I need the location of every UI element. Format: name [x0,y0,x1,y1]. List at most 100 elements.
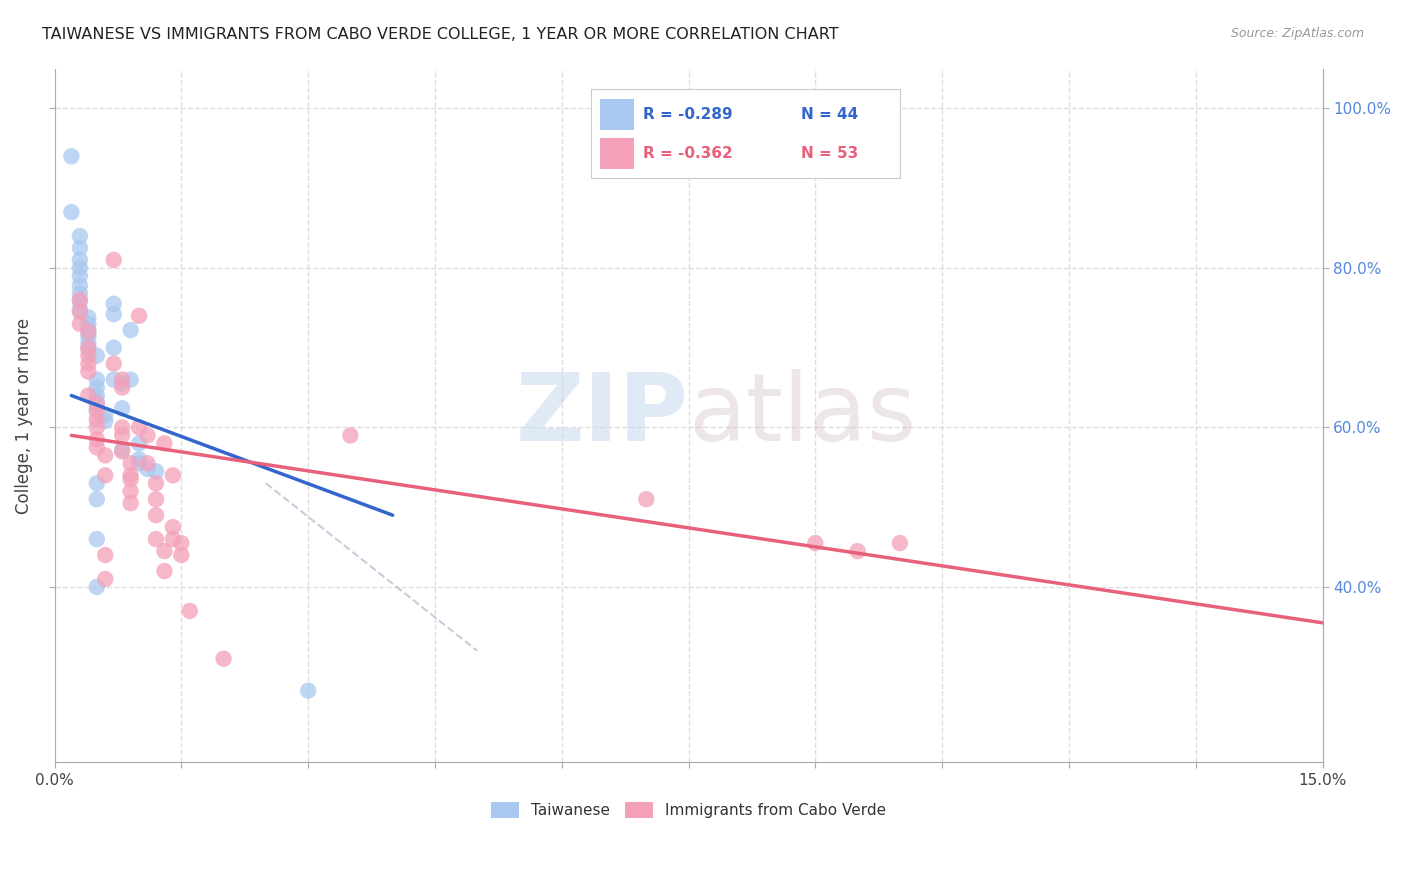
Point [86,412,108,426]
Point [86,388,108,402]
Point [153,564,176,578]
Point [120,496,142,510]
Point [153,436,176,450]
Point [69,294,91,309]
Point [128,436,150,450]
Point [120,456,142,470]
Point [86,395,108,409]
Point [297,683,319,698]
Point [103,357,125,371]
Point [111,373,134,387]
Point [86,433,108,447]
Point [86,492,108,507]
Point [846,544,869,558]
Point [86,532,108,546]
Point [69,241,91,255]
Point [128,309,150,323]
Point [103,341,125,355]
Point [120,468,142,483]
Text: N = 44: N = 44 [801,107,858,121]
Point [212,652,235,666]
Point [162,532,184,546]
Point [94,414,117,428]
Text: N = 53: N = 53 [801,146,858,161]
Point [153,544,176,558]
Point [111,376,134,391]
Point [111,442,134,457]
Text: R = -0.289: R = -0.289 [643,107,733,121]
Point [60,149,83,163]
Point [86,396,108,410]
Point [69,260,91,275]
Point [86,441,108,455]
Point [111,428,134,442]
Point [136,428,159,442]
Point [145,464,167,478]
Point [145,508,167,523]
Text: R = -0.362: R = -0.362 [643,146,733,161]
Point [69,252,91,267]
Point [69,302,91,317]
Point [86,476,108,491]
Point [170,548,193,562]
Point [77,323,100,337]
Point [69,278,91,293]
FancyBboxPatch shape [600,99,634,130]
Point [94,408,117,422]
Point [136,456,159,470]
Point [179,604,201,618]
Point [77,343,100,357]
Point [128,420,150,434]
Point [77,341,100,355]
Point [120,323,142,337]
Point [103,252,125,267]
Point [86,420,108,434]
Point [69,286,91,301]
Point [889,536,911,550]
Point [86,580,108,594]
Point [94,448,117,462]
Point [636,492,658,507]
Point [60,205,83,219]
Text: atlas: atlas [689,369,917,461]
Point [170,536,193,550]
Point [86,380,108,394]
Point [77,357,100,371]
Point [77,335,100,350]
Point [162,520,184,534]
Point [77,317,100,331]
Point [69,317,91,331]
Point [162,468,184,483]
Point [69,305,91,319]
Point [77,328,100,343]
Point [111,420,134,434]
Point [111,401,134,416]
Point [111,444,134,458]
Point [86,349,108,363]
Point [128,452,150,467]
Point [86,404,108,418]
Point [136,462,159,476]
Point [77,365,100,379]
Point [103,307,125,321]
Point [128,456,150,470]
Point [94,572,117,586]
Point [103,297,125,311]
Point [103,373,125,387]
Point [77,310,100,325]
Point [145,492,167,507]
Text: TAIWANESE VS IMMIGRANTS FROM CABO VERDE COLLEGE, 1 YEAR OR MORE CORRELATION CHAR: TAIWANESE VS IMMIGRANTS FROM CABO VERDE … [42,27,839,42]
Point [69,268,91,283]
Point [77,325,100,339]
Point [86,373,108,387]
Point [111,380,134,394]
FancyBboxPatch shape [600,138,634,169]
Point [120,484,142,499]
Point [145,532,167,546]
Y-axis label: College, 1 year or more: College, 1 year or more [15,318,32,514]
Point [145,476,167,491]
Point [77,349,100,363]
Point [69,229,91,244]
Point [69,293,91,307]
Point [120,373,142,387]
